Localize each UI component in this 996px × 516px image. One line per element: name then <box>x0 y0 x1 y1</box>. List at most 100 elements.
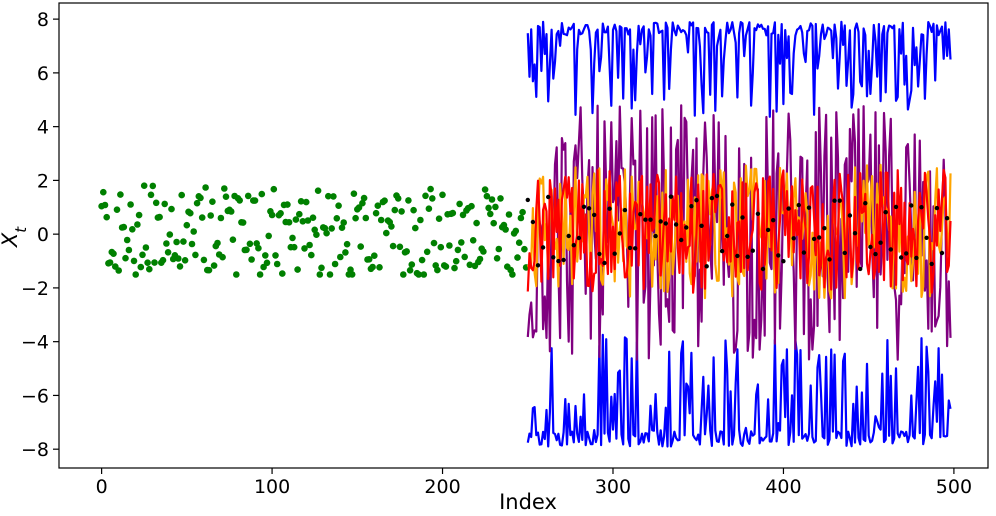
y-tick-label: 4 <box>37 117 49 139</box>
observed-point <box>268 211 276 219</box>
observed-point <box>427 185 434 193</box>
forecast-marker <box>551 255 556 260</box>
observed-point <box>406 267 414 274</box>
observed-point <box>210 262 218 269</box>
observed-point <box>340 219 348 226</box>
observed-point <box>263 259 271 267</box>
forecast-marker <box>909 203 914 208</box>
forecast-marker <box>535 263 541 268</box>
observed-point <box>326 271 334 278</box>
observed-point <box>468 202 475 210</box>
observed-point <box>430 239 438 247</box>
observed-point <box>297 198 305 205</box>
observed-point <box>369 263 376 271</box>
observed-point <box>348 271 356 278</box>
forecast-marker <box>699 223 704 228</box>
observed-point <box>452 257 460 265</box>
observed-point <box>365 255 373 263</box>
forecast-marker <box>914 255 919 261</box>
observed-point <box>217 214 225 222</box>
observed-point <box>129 226 136 233</box>
observed-point <box>476 255 484 263</box>
observed-point <box>357 243 365 250</box>
observed-point <box>190 228 197 235</box>
forecast-marker <box>760 266 766 272</box>
observed-point <box>473 219 480 227</box>
observed-point <box>410 206 417 214</box>
observed-point <box>151 259 158 266</box>
observed-point <box>389 242 397 250</box>
forecast-marker <box>633 246 638 251</box>
forecast-marker <box>827 257 832 262</box>
observed-point <box>229 236 237 243</box>
observed-point <box>163 240 170 247</box>
observed-point <box>197 194 204 202</box>
forecast-marker <box>745 254 750 259</box>
observed-point <box>398 208 405 215</box>
observed-point <box>284 201 291 208</box>
observed-point <box>335 202 342 209</box>
forecast-marker <box>679 237 684 243</box>
y-tick-label: −2 <box>21 278 49 300</box>
x-tick-label: 500 <box>936 476 972 498</box>
forecast-marker <box>852 231 858 236</box>
observed-point <box>403 248 411 255</box>
forecast-marker <box>704 264 709 269</box>
forecast-marker <box>709 195 715 201</box>
observed-point <box>372 209 380 217</box>
observed-point <box>412 224 419 232</box>
observed-point <box>110 250 117 257</box>
observed-point <box>207 212 214 219</box>
observed-point <box>243 246 250 254</box>
forecast-marker <box>822 226 827 231</box>
observed-point <box>140 182 148 189</box>
observed-point <box>137 263 145 271</box>
observed-point <box>173 238 180 246</box>
forecast-marker <box>571 243 576 248</box>
observed-point <box>146 265 153 273</box>
observed-point <box>352 214 359 222</box>
observed-point <box>187 209 194 217</box>
observed-point <box>183 221 191 229</box>
forecast-marker <box>653 233 658 239</box>
observed-point <box>376 264 383 271</box>
forecast-marker <box>776 253 781 258</box>
observed-point <box>383 229 390 237</box>
forecast-marker <box>617 231 622 236</box>
observed-point <box>122 254 129 262</box>
observed-point <box>359 199 366 207</box>
observed-point <box>480 248 487 255</box>
observed-point <box>509 271 516 278</box>
observed-point <box>422 192 429 200</box>
forecast-marker <box>530 219 536 225</box>
observed-point <box>309 214 317 221</box>
observed-point <box>258 190 266 198</box>
forecast-marker <box>806 205 812 210</box>
forecast-marker <box>586 206 592 211</box>
observed-point <box>391 206 399 214</box>
y-tick-label: 8 <box>37 9 49 31</box>
observed-point <box>396 243 404 251</box>
observed-point <box>200 256 208 264</box>
observed-point <box>239 219 247 226</box>
observed-point <box>333 215 341 222</box>
observed-point <box>488 196 496 203</box>
observed-point <box>135 211 143 219</box>
observed-point <box>439 191 446 199</box>
observed-point <box>442 263 450 270</box>
observed-point <box>120 223 128 231</box>
observed-point <box>308 251 315 259</box>
forecast-marker <box>791 236 796 241</box>
observed-point <box>451 264 458 272</box>
observed-point <box>265 232 273 240</box>
y-tick-label: −8 <box>21 439 49 461</box>
observed-point <box>244 192 252 200</box>
observed-point <box>272 252 279 259</box>
observed-point <box>296 210 303 218</box>
observed-point <box>304 217 312 224</box>
observed-point <box>279 270 286 277</box>
y-tick-label: 2 <box>37 170 49 192</box>
y-tick-label: −6 <box>21 385 49 407</box>
forecast-marker <box>658 219 663 224</box>
observed-point <box>405 197 412 204</box>
